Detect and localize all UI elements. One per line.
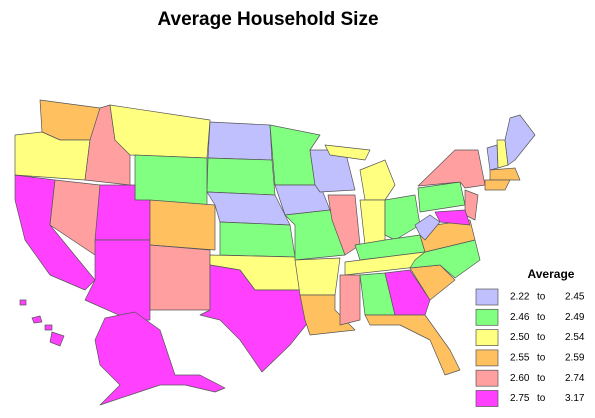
legend-from: 2.46 — [510, 312, 530, 323]
legend-from: 2.50 — [510, 332, 530, 343]
legend-to-word: to — [537, 373, 546, 384]
state — [327, 194, 361, 256]
state — [49, 331, 65, 347]
state — [149, 199, 216, 251]
legend-to: 2.49 — [565, 312, 585, 323]
state — [109, 104, 211, 159]
state — [284, 209, 346, 261]
legend-to-word: to — [537, 292, 546, 303]
state — [134, 154, 208, 206]
legend-from: 2.22 — [510, 292, 530, 303]
legend-to: 2.54 — [565, 332, 585, 343]
state — [464, 189, 479, 221]
state — [489, 167, 521, 181]
state — [39, 99, 101, 141]
state — [19, 299, 27, 306]
state — [417, 181, 466, 213]
legend-to-word: to — [537, 312, 546, 323]
state — [294, 257, 341, 296]
state — [199, 264, 311, 373]
state — [364, 314, 461, 376]
legend-swatch — [475, 369, 499, 387]
state — [324, 144, 371, 161]
state — [84, 239, 151, 321]
state — [219, 221, 296, 258]
state — [384, 194, 421, 241]
state — [206, 157, 276, 196]
state — [384, 269, 431, 316]
legend-swatch — [475, 390, 499, 407]
legend-to: 3.17 — [565, 393, 585, 404]
state — [339, 274, 361, 326]
legend-from: 2.60 — [510, 373, 530, 384]
legend-to: 2.59 — [565, 353, 585, 364]
state — [417, 149, 486, 189]
legend-swatch — [475, 308, 499, 326]
legend-to-word: to — [537, 332, 546, 343]
map-title: Average Household Size — [157, 9, 378, 30]
legend-swatch — [475, 288, 499, 306]
state — [31, 315, 43, 324]
legend-swatch — [475, 329, 499, 346]
legend-to: 2.45 — [565, 292, 585, 303]
state — [434, 209, 471, 226]
state — [414, 214, 441, 241]
legend-to-word: to — [537, 353, 546, 364]
legend-swatch — [475, 349, 499, 367]
state — [359, 159, 396, 201]
state — [486, 144, 499, 171]
legend-from: 2.75 — [510, 393, 530, 404]
state — [409, 239, 481, 279]
state — [359, 199, 386, 246]
legend-to-word: to — [537, 393, 546, 404]
legend-to: 2.74 — [565, 373, 585, 384]
state — [94, 311, 226, 406]
state — [484, 179, 511, 191]
state — [44, 324, 53, 331]
state — [149, 244, 211, 311]
state — [504, 114, 536, 166]
legend: Average 2.22 to 2.45 2.46 to 2.49 2.50 to 2.54 2.… — [475, 267, 585, 407]
state — [206, 191, 291, 226]
legend-title: Average — [528, 267, 575, 281]
states — [14, 99, 536, 406]
state — [207, 121, 273, 161]
legend-from: 2.55 — [510, 353, 530, 364]
